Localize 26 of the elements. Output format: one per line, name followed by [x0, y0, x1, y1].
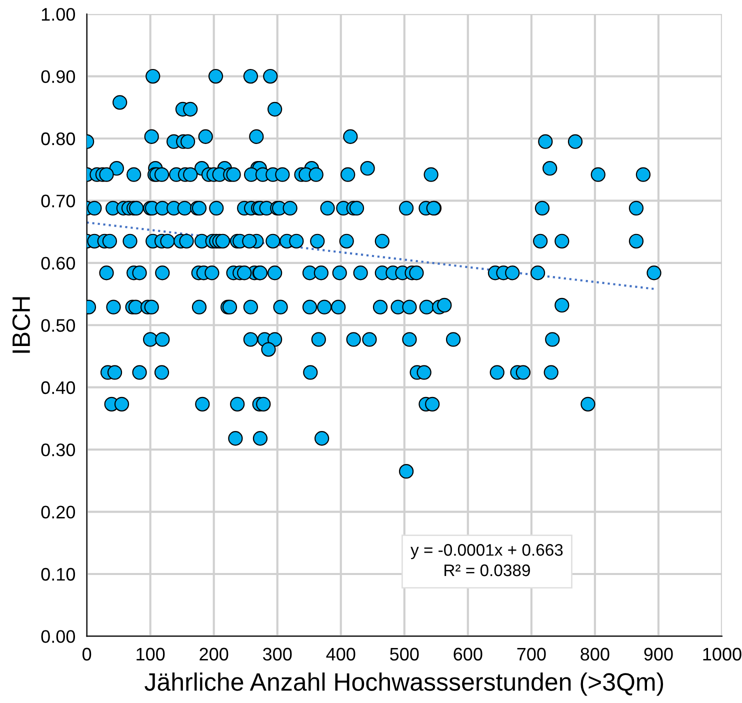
x-tick-label: 0: [82, 648, 92, 661]
x-axis-title: Jährliche Anzahl Hochwassserstunden (>3Qm): [144, 672, 664, 696]
y-tick-label: 0.50: [41, 319, 75, 332]
x-tick-label: 900: [644, 648, 673, 661]
y-tick-label: 0.60: [41, 256, 75, 270]
x-tick-label: 200: [200, 648, 228, 661]
x-tick-label: 400: [326, 648, 356, 661]
y-tick-label: 1.00: [42, 8, 75, 21]
y-tick-label: 0.00: [41, 630, 75, 643]
x-tick-label: 1000: [703, 648, 742, 661]
x-tick-label: 500: [390, 648, 419, 661]
y-tick-label: 0.80: [41, 132, 75, 146]
y-tick-label: 0.20: [41, 506, 75, 519]
y-tick-label: 0.40: [41, 381, 75, 394]
y-tick-label: 0.90: [41, 70, 75, 83]
annotation: y = -0.0001x + 0.663: [410, 544, 563, 560]
annotation: R² = 0.0389: [444, 564, 530, 576]
y-axis-title: IBCH: [12, 297, 30, 353]
x-tick-label: 800: [580, 648, 610, 661]
y-tick-label: 0.10: [41, 568, 75, 581]
x-tick-label: 300: [262, 648, 292, 661]
x-tick-label: 700: [517, 648, 546, 661]
x-tick-label: 100: [136, 648, 165, 661]
y-tick-label: 0.70: [41, 194, 75, 208]
y-tick-label: 0.30: [41, 444, 75, 456]
x-tick-label: 600: [454, 648, 482, 661]
